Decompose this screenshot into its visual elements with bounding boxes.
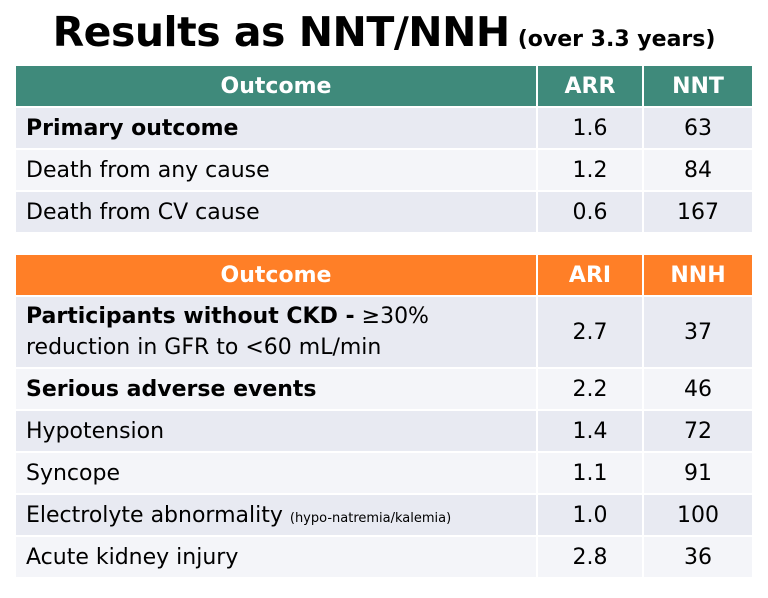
nnt-table: Outcome ARR NNT Primary outcome 1.6 63 D… bbox=[16, 64, 752, 234]
nnh-table: Outcome ARI NNH Participants without CKD… bbox=[16, 253, 752, 579]
nnt-cell: 84 bbox=[642, 150, 752, 190]
table-row: Acute kidney injury 2.8 36 bbox=[16, 537, 752, 577]
nnt-cell: 63 bbox=[642, 108, 752, 148]
table-row: Primary outcome 1.6 63 bbox=[16, 108, 752, 148]
outcome-cell: Electrolyte abnormality (hypo-natremia/k… bbox=[16, 495, 536, 535]
outcome-cell: Syncope bbox=[16, 453, 536, 493]
outcome-cell: Death from any cause bbox=[16, 150, 536, 190]
outcome-label-bold: Participants without CKD - bbox=[26, 304, 355, 329]
outcome-label: Primary outcome bbox=[26, 115, 239, 141]
nnt-cell: 167 bbox=[642, 192, 752, 232]
ari-cell: 1.1 bbox=[536, 453, 642, 493]
outcome-label-rest: ≥30% reduction in GFR to <60 mL/min bbox=[26, 304, 429, 360]
nnh-header-nnh: NNH bbox=[642, 255, 752, 295]
nnt-header-nnt: NNT bbox=[642, 66, 752, 106]
outcome-cell: Death from CV cause bbox=[16, 192, 536, 232]
table-row: Syncope 1.1 91 bbox=[16, 453, 752, 493]
outcome-label: Serious adverse events bbox=[26, 376, 317, 402]
ari-cell: 1.0 bbox=[536, 495, 642, 535]
nnh-cell: 36 bbox=[642, 537, 752, 577]
nnh-cell: 46 bbox=[642, 369, 752, 409]
nnh-cell: 37 bbox=[642, 297, 752, 367]
table-row: Death from CV cause 0.6 167 bbox=[16, 192, 752, 232]
table-row: Serious adverse events 2.2 46 bbox=[16, 369, 752, 409]
title-main: Results as NNT/NNH bbox=[52, 8, 511, 56]
nnt-header-row: Outcome ARR NNT bbox=[16, 66, 752, 106]
table-row: Hypotension 1.4 72 bbox=[16, 411, 752, 451]
nnh-header-row: Outcome ARI NNH bbox=[16, 255, 752, 295]
outcome-cell: Participants without CKD - ≥30% reductio… bbox=[16, 297, 536, 367]
arr-cell: 1.6 bbox=[536, 108, 642, 148]
nnh-cell: 91 bbox=[642, 453, 752, 493]
arr-cell: 1.2 bbox=[536, 150, 642, 190]
nnh-cell: 72 bbox=[642, 411, 752, 451]
page-title: Results as NNT/NNH (over 3.3 years) bbox=[0, 8, 768, 56]
nnh-header-ari: ARI bbox=[536, 255, 642, 295]
ari-cell: 2.7 bbox=[536, 297, 642, 367]
outcome-label: Electrolyte abnormality bbox=[26, 502, 283, 528]
arr-cell: 0.6 bbox=[536, 192, 642, 232]
outcome-cell: Primary outcome bbox=[16, 108, 536, 148]
outcome-cell: Serious adverse events bbox=[16, 369, 536, 409]
title-subtitle: (over 3.3 years) bbox=[517, 27, 716, 52]
outcome-note: (hypo-natremia/kalemia) bbox=[289, 510, 452, 526]
table-row: Electrolyte abnormality (hypo-natremia/k… bbox=[16, 495, 752, 535]
nnh-header-outcome: Outcome bbox=[16, 255, 536, 295]
nnh-cell: 100 bbox=[642, 495, 752, 535]
nnt-header-outcome: Outcome bbox=[16, 66, 536, 106]
outcome-cell: Hypotension bbox=[16, 411, 536, 451]
ari-cell: 1.4 bbox=[536, 411, 642, 451]
table-row: Death from any cause 1.2 84 bbox=[16, 150, 752, 190]
table-row: Participants without CKD - ≥30% reductio… bbox=[16, 297, 752, 367]
ari-cell: 2.8 bbox=[536, 537, 642, 577]
outcome-cell: Acute kidney injury bbox=[16, 537, 536, 577]
nnt-header-arr: ARR bbox=[536, 66, 642, 106]
ari-cell: 2.2 bbox=[536, 369, 642, 409]
